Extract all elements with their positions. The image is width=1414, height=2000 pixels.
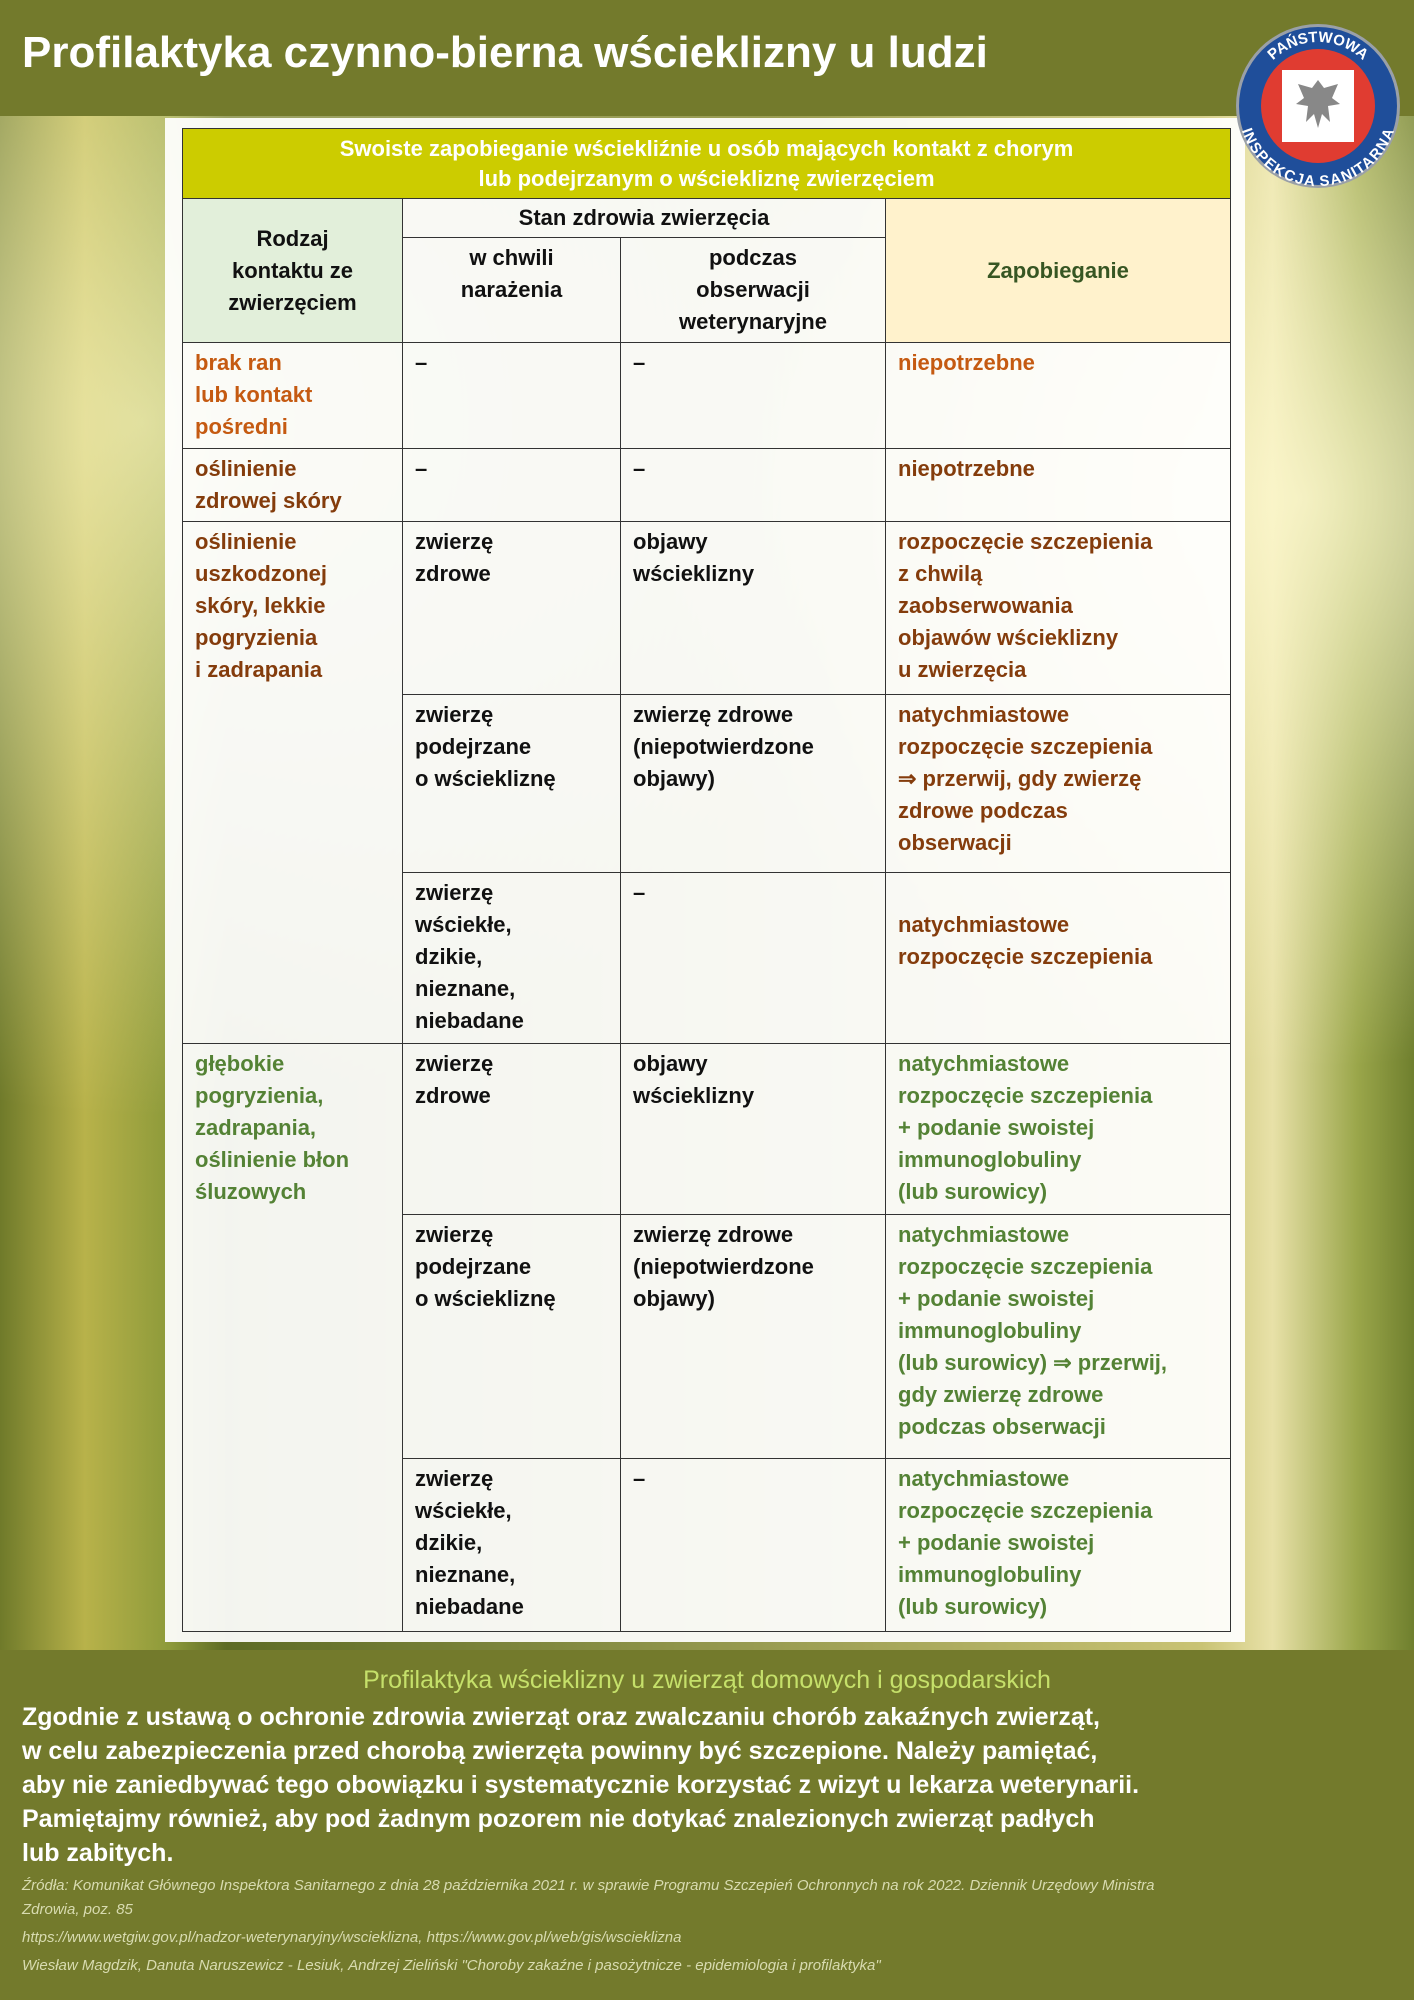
- observation-cell: zwierzę zdrowe (niepotwierdzone objawy): [620, 694, 886, 873]
- contact-type-cell: oślinienie uszkodzonej skóry, lekkie pog…: [182, 521, 403, 1044]
- source-text: Źródła: Komunikat Głównego Inspektora Sa…: [22, 1877, 1155, 1894]
- table-row: zwierzę podejrzane o wściekliznę zwierzę …: [183, 1214, 1231, 1459]
- prevention-cell: natychmiastowe rozpoczęcie szczepienia: [885, 872, 1231, 1044]
- prevention-cell: niepotrzebne: [885, 448, 1231, 522]
- source-line: Źródła: Komunikat Głównego Inspektora Sa…: [22, 1874, 1392, 1922]
- contact-type-cell: oślinienie zdrowej skóry: [182, 448, 403, 522]
- table-row: zwierzę wściekłe, dzikie, nieznane, nieb…: [183, 1458, 1231, 1632]
- header-prevention: Zapobieganie: [885, 198, 1231, 343]
- table-row: oślinienie uszkodzonej skóry, lekkie pog…: [182, 521, 1231, 1044]
- prevention-cell: natychmiastowe rozpoczęcie szczepienia +…: [885, 1043, 1231, 1215]
- observation-cell: –: [620, 342, 886, 449]
- sanitary-inspection-logo: PAŃSTWOWA INSPEKCJA SANITARNA: [1236, 24, 1400, 190]
- page-title: Profilaktyka czynno-bierna wścieklizny u…: [22, 28, 988, 77]
- prevention-table: Swoiste zapobieganie wściekliźnie u osób…: [182, 128, 1231, 1632]
- footer-band: Profilaktyka wścieklizny u zwierząt domo…: [0, 1650, 1414, 2000]
- observation-cell: zwierzę zdrowe (niepotwierdzone objawy): [620, 1214, 886, 1459]
- forest-background: Swoiste zapobieganie wściekliźnie u osób…: [0, 116, 1414, 1650]
- observation-cell: –: [620, 448, 886, 522]
- exposure-cell: –: [402, 448, 621, 522]
- source-text: Zdrowia, poz. 85: [22, 1901, 133, 1918]
- prevention-cell: rozpoczęcie szczepienia z chwilą zaobser…: [885, 521, 1231, 695]
- observation-cell: objawy wścieklizny: [620, 521, 886, 695]
- table-row: brak ran lub kontakt pośredni – – niepotrze…: [182, 342, 1231, 449]
- table-row: głębokie pogryzienia, zadrapania, oślini…: [182, 1043, 1231, 1632]
- footer-body: Zgodnie z ustawą o ochronie zdrowia zwie…: [22, 1703, 1140, 1867]
- header-at-exposure: w chwili narażenia: [402, 237, 621, 343]
- exposure-cell: zwierzę zdrowe: [402, 1043, 621, 1215]
- header-bar: Profilaktyka czynno-bierna wścieklizny u…: [0, 0, 1414, 116]
- prevention-cell: niepotrzebne: [885, 342, 1231, 449]
- prevention-cell: natychmiastowe rozpoczęcie szczepienia +…: [885, 1214, 1231, 1459]
- exposure-cell: zwierzę zdrowe: [402, 521, 621, 695]
- source-line: https://www.wetgiw.gov.pl/nadzor-weteryn…: [22, 1929, 682, 1946]
- table-row: zwierzę wściekłe, dzikie, nieznane, nieb…: [183, 872, 1231, 1044]
- header-contact-type: Rodzaj kontaktu ze zwierzęciem: [182, 198, 403, 343]
- exposure-cell: zwierzę wściekłe, dzikie, nieznane, nieb…: [402, 1458, 621, 1632]
- observation-cell: objawy wścieklizny: [620, 1043, 886, 1215]
- table-panel: Swoiste zapobieganie wściekliźnie u osób…: [165, 118, 1245, 1642]
- contact-type-cell: głębokie pogryzienia, zadrapania, oślini…: [182, 1043, 403, 1632]
- header-during-observation: podczas obserwacji weterynaryjne: [620, 237, 886, 343]
- observation-cell: –: [620, 872, 886, 1044]
- footer-title: Profilaktyka wścieklizny u zwierząt domo…: [363, 1666, 1051, 1694]
- prevention-cell: natychmiastowe rozpoczęcie szczepienia +…: [885, 1458, 1231, 1632]
- source-line: Wiesław Magdzik, Danuta Naruszewicz - Le…: [22, 1957, 881, 1974]
- exposure-cell: zwierzę podejrzane o wściekliznę: [402, 694, 621, 873]
- header-animal-health: Stan zdrowia zwierzęcia: [402, 198, 886, 238]
- exposure-cell: zwierzę podejrzane o wściekliznę: [402, 1214, 621, 1459]
- observation-cell: –: [620, 1458, 886, 1632]
- contact-type-cell: brak ran lub kontakt pośredni: [182, 342, 403, 449]
- exposure-cell: –: [402, 342, 621, 449]
- exposure-cell: zwierzę wściekłe, dzikie, nieznane, nieb…: [402, 872, 621, 1044]
- table-title: Swoiste zapobieganie wściekliźnie u osób…: [182, 128, 1231, 199]
- table-row: zwierzę podejrzane o wściekliznę zwierzę …: [183, 694, 1231, 873]
- table-row: oślinienie zdrowej skóry – – niepotrzebne: [182, 448, 1231, 522]
- prevention-cell: natychmiastowe rozpoczęcie szczepienia ⇒…: [885, 694, 1231, 873]
